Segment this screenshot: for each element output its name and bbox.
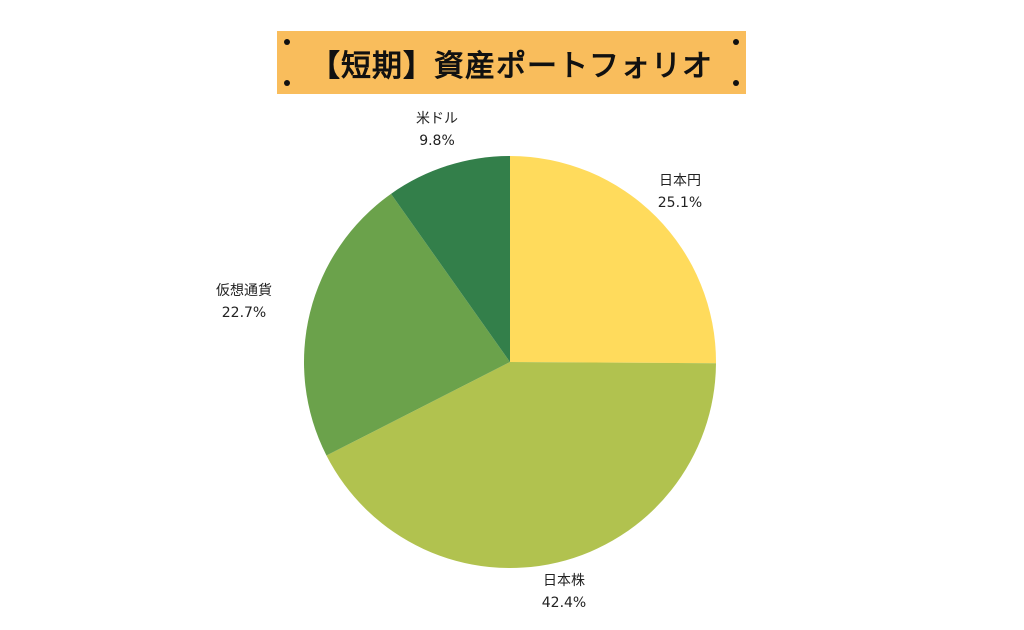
- corner-dot: [733, 80, 739, 86]
- slice-label: 日本株: [543, 573, 585, 589]
- corner-dot: [284, 80, 290, 86]
- slice-value-label: 22.7%: [222, 305, 266, 321]
- chart-title: 【短期】資産ポートフォリオ: [310, 48, 713, 84]
- pie-slice: [510, 156, 716, 364]
- slice-label: 米ドル: [416, 111, 458, 127]
- slice-value-label: 9.8%: [419, 133, 455, 149]
- corner-dot: [733, 39, 739, 45]
- pie-slice: [304, 193, 510, 456]
- pie-labels: 日本円 25.1% 日本株 42.4% 仮想通貨 22.7% 米ドル 9.8%: [216, 111, 702, 611]
- slice-value-label: 42.4%: [542, 595, 586, 611]
- slice-label: 日本円: [659, 173, 701, 189]
- corner-dot: [284, 39, 290, 45]
- pie-slices: [304, 156, 716, 568]
- slice-label: 仮想通貨: [216, 282, 272, 299]
- title-banner: 【短期】資産ポートフォリオ: [277, 31, 746, 94]
- pie-slice: [391, 156, 510, 362]
- pie-slice: [326, 362, 716, 568]
- slice-value-label: 25.1%: [658, 195, 702, 211]
